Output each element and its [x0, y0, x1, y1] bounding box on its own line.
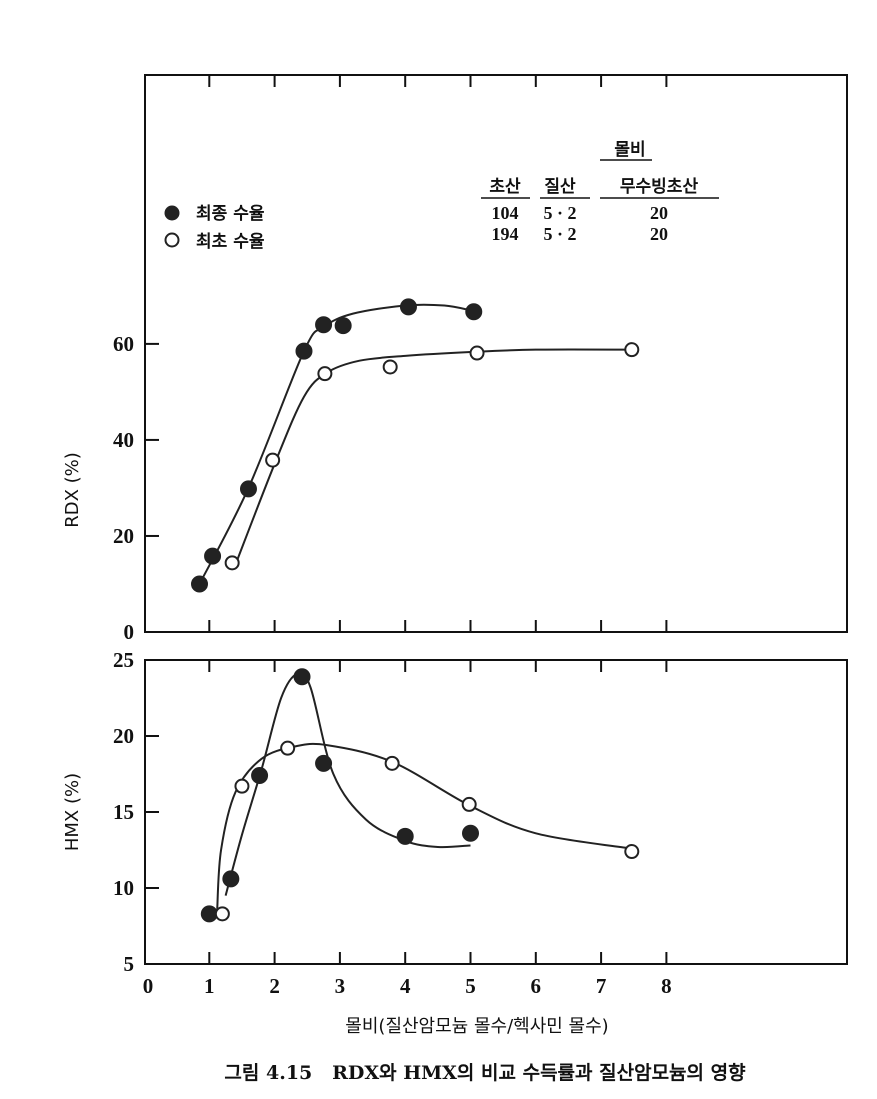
table-header-1: 질산 [544, 176, 576, 197]
data-point-filled [396, 827, 414, 845]
legend-label-initial: 최초 수율 [196, 232, 265, 252]
data-point-filled [222, 870, 240, 888]
legend-marker-open [164, 232, 180, 248]
fit-curve-filled [224, 671, 471, 896]
data-point-open [384, 755, 400, 771]
bottom-panel-frame [144, 659, 848, 965]
table-cell: 20 [650, 224, 668, 244]
fit-curve-open [234, 348, 634, 566]
bottom-ylabel: HMX (%) [62, 773, 83, 851]
fit-curve-open [216, 742, 631, 911]
table-header-2: 무수빙초산 [620, 177, 699, 197]
top-ylabel: RDX (%) [62, 452, 83, 528]
y-tick-label: 20 [113, 724, 134, 748]
data-point-filled [239, 480, 257, 498]
x-tick-label: 0 [143, 974, 154, 998]
table-cell: 5 · 2 [543, 203, 576, 223]
data-point-filled [462, 824, 479, 842]
data-point-filled [315, 316, 333, 334]
top-panel-frame [144, 74, 848, 633]
data-point-open [624, 844, 640, 860]
x-tick-label: 4 [400, 974, 411, 998]
legend-label-final: 최종 수율 [196, 204, 265, 224]
data-point-filled [200, 905, 218, 923]
y-tick-label: 60 [113, 332, 134, 356]
table-cell: 5 · 2 [543, 224, 576, 244]
data-point-open [265, 452, 281, 468]
table-cell: 194 [492, 224, 519, 244]
fit-curve-filled [198, 303, 471, 585]
data-point-filled [334, 317, 352, 335]
y-tick-label: 10 [113, 876, 134, 900]
y-tick-label: 15 [113, 800, 134, 824]
data-point-filled [295, 342, 313, 360]
x-axis-label: 몰비(질산암모늄 몰수/헥사민 몰수) [345, 1016, 608, 1037]
data-point-open [624, 342, 640, 358]
y-tick-label: 20 [113, 524, 134, 548]
y-tick-label: 0 [124, 620, 135, 644]
x-tick-label: 1 [204, 974, 215, 998]
x-tick-label: 6 [531, 974, 542, 998]
data-point-filled [315, 754, 333, 772]
x-tick-label: 8 [661, 974, 672, 998]
legend-marker-filled [164, 205, 180, 221]
table-cell: 104 [492, 203, 519, 223]
data-point-filled [191, 575, 209, 593]
data-point-filled [204, 547, 222, 565]
table-title: 몰비 [614, 140, 645, 160]
data-point-filled [399, 298, 417, 316]
data-point-open [317, 366, 333, 382]
data-point-filled [293, 668, 311, 686]
data-point-open [461, 796, 477, 812]
x-tick-label: 3 [335, 974, 346, 998]
data-point-filled [465, 303, 483, 321]
x-tick-label: 5 [465, 974, 476, 998]
data-point-filled [251, 767, 269, 785]
y-tick-label: 25 [113, 648, 134, 672]
data-point-open [382, 359, 398, 375]
data-point-open [214, 906, 230, 922]
x-tick-label: 2 [269, 974, 280, 998]
data-point-open [224, 555, 240, 571]
x-tick-label: 7 [596, 974, 607, 998]
table-cell: 20 [650, 203, 668, 223]
table-header-0: 초산 [489, 177, 521, 197]
data-point-open [469, 345, 485, 361]
y-tick-label: 5 [124, 952, 135, 976]
data-point-open [280, 740, 296, 756]
figure-caption: 그림 4.15 RDX와 HMX의 비교 수득률과 질산암모늄의 영향 [224, 1062, 746, 1084]
data-point-open [234, 778, 250, 794]
y-tick-label: 40 [113, 428, 134, 452]
